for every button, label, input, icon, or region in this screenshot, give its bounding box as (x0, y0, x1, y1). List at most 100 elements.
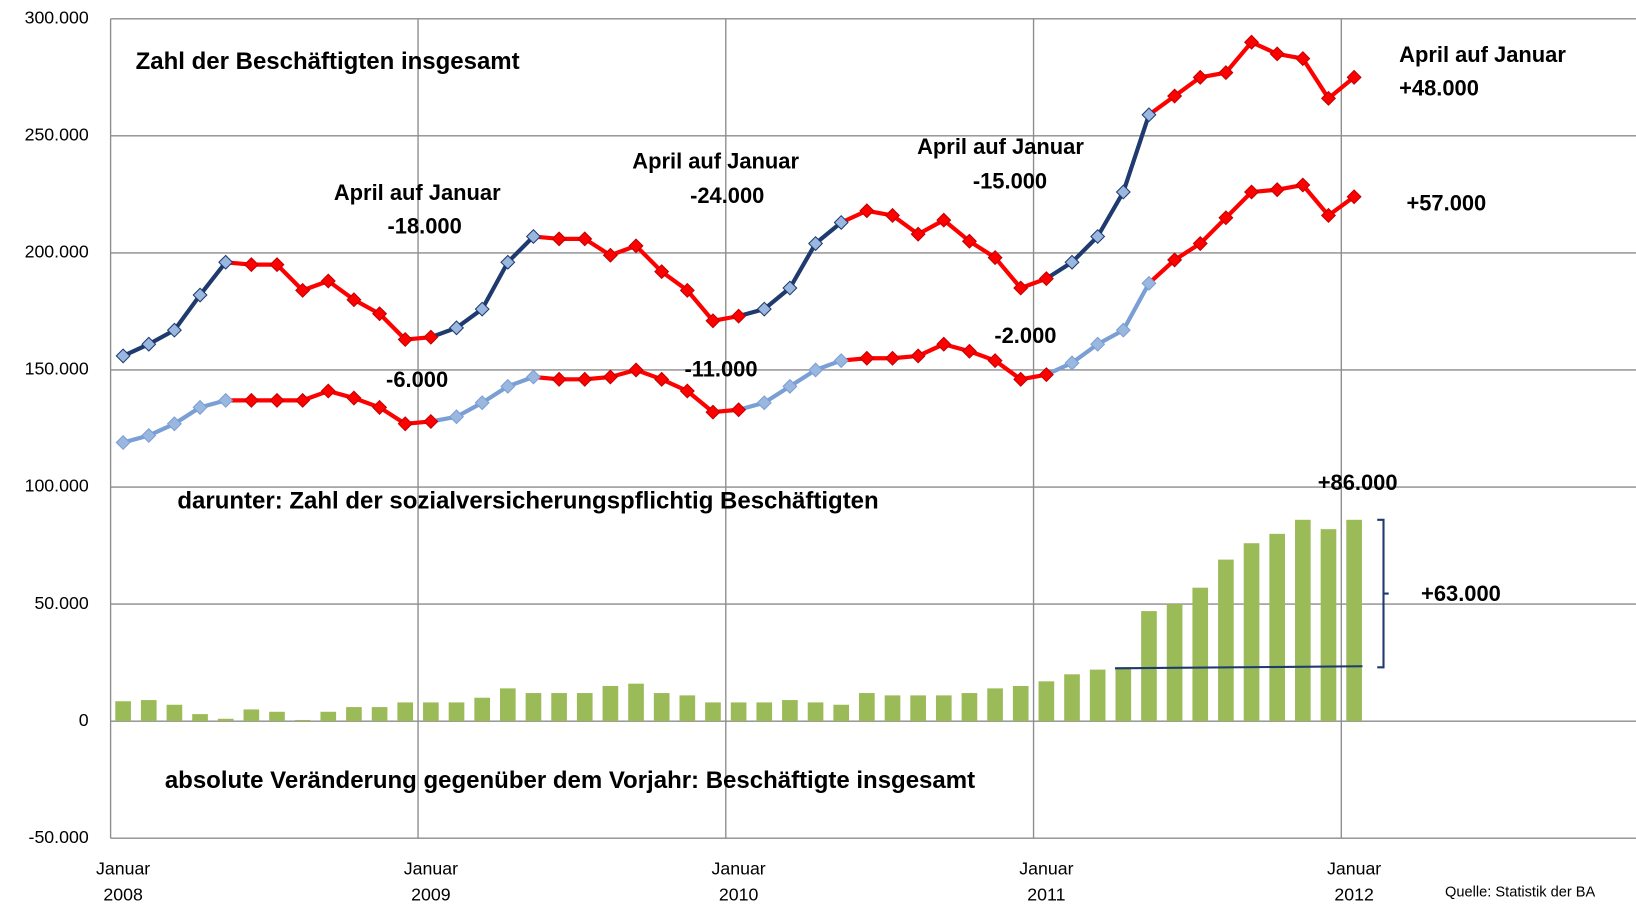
bar (1269, 533, 1286, 722)
bar (243, 709, 260, 722)
line-segment (505, 234, 536, 265)
y-tick-label: 200.000 (25, 242, 89, 262)
marker (1244, 34, 1260, 50)
marker (320, 383, 336, 399)
grid (109, 18, 1636, 839)
marker (1192, 69, 1208, 85)
bar (1115, 667, 1132, 722)
marker (474, 301, 490, 317)
x-tick-label: Januar 2012 (1327, 858, 1381, 904)
bar (1089, 669, 1106, 722)
line-segment (480, 260, 510, 312)
annotation: -6.000 (386, 367, 448, 392)
bar (1166, 604, 1183, 722)
annotation: +86.000 (1318, 470, 1398, 495)
marker (500, 254, 516, 270)
marker (961, 233, 977, 249)
annotation: April auf Januar (917, 134, 1084, 159)
bar (859, 693, 875, 722)
line-segment (197, 260, 228, 298)
marker (192, 287, 208, 303)
marker (910, 348, 926, 364)
reference-line (1114, 665, 1363, 670)
bracket (1377, 518, 1389, 669)
bar (935, 695, 952, 722)
marker (628, 238, 644, 254)
marker (115, 435, 131, 451)
bar (961, 693, 978, 722)
marker (448, 409, 465, 425)
bar (1320, 529, 1337, 722)
annotation: -24.000 (690, 183, 764, 208)
marker (423, 329, 439, 345)
marker (910, 226, 926, 242)
source: Quelle: Statistik der BA (1445, 884, 1595, 900)
bar (782, 700, 798, 722)
marker (1269, 182, 1285, 198)
line-segment (1069, 234, 1100, 265)
marker (1320, 90, 1336, 106)
bar (1064, 674, 1080, 722)
marker (397, 416, 413, 432)
x-tick-label: Januar 2011 (1019, 858, 1073, 904)
bar (730, 702, 747, 722)
marker (1218, 65, 1234, 81)
marker (1090, 336, 1106, 352)
marker (1295, 177, 1311, 193)
marker (551, 371, 567, 387)
bar (576, 693, 593, 722)
marker (218, 392, 234, 408)
marker (295, 282, 311, 298)
bar (474, 697, 490, 722)
marker (397, 332, 413, 348)
marker (525, 369, 541, 385)
bar (807, 702, 824, 722)
annotation: -18.000 (388, 213, 462, 238)
marker (1013, 371, 1029, 387)
marker (346, 292, 362, 308)
y-tick-label: 150.000 (25, 359, 89, 379)
annotation: -15.000 (973, 168, 1047, 193)
y-tick-label: 300.000 (25, 7, 89, 27)
line-segment (1300, 56, 1331, 101)
bar (987, 688, 1003, 722)
marker (1115, 322, 1131, 338)
line-segment (1223, 40, 1254, 75)
bar (628, 683, 644, 722)
bar (1218, 559, 1234, 722)
marker (269, 257, 285, 273)
marker (679, 282, 695, 298)
marker (731, 402, 747, 418)
y-tick-label: 250.000 (25, 125, 89, 145)
marker (1346, 189, 1362, 205)
marker (577, 371, 593, 387)
bar (602, 686, 619, 722)
bar (192, 714, 208, 722)
bar (1243, 543, 1260, 722)
marker (500, 378, 516, 394)
y-tick-label: 50.000 (34, 593, 88, 613)
marker (987, 353, 1003, 369)
marker (141, 336, 157, 352)
marker (808, 362, 824, 378)
bar (910, 695, 926, 722)
marker (1269, 46, 1285, 62)
line-segment (172, 292, 203, 333)
line-segment (813, 220, 844, 246)
marker (859, 203, 875, 219)
marker (295, 392, 311, 408)
marker (551, 231, 567, 247)
marker (1141, 275, 1157, 291)
annotation: +57.000 (1406, 190, 1486, 215)
bar (397, 702, 414, 722)
marker (782, 280, 798, 296)
marker (1346, 69, 1362, 85)
marker (782, 378, 798, 394)
marker (1064, 254, 1080, 270)
marker (1038, 367, 1054, 383)
bar (653, 693, 670, 722)
line-segment (941, 218, 972, 244)
marker (269, 392, 285, 408)
marker (141, 427, 157, 444)
marker (166, 322, 182, 338)
